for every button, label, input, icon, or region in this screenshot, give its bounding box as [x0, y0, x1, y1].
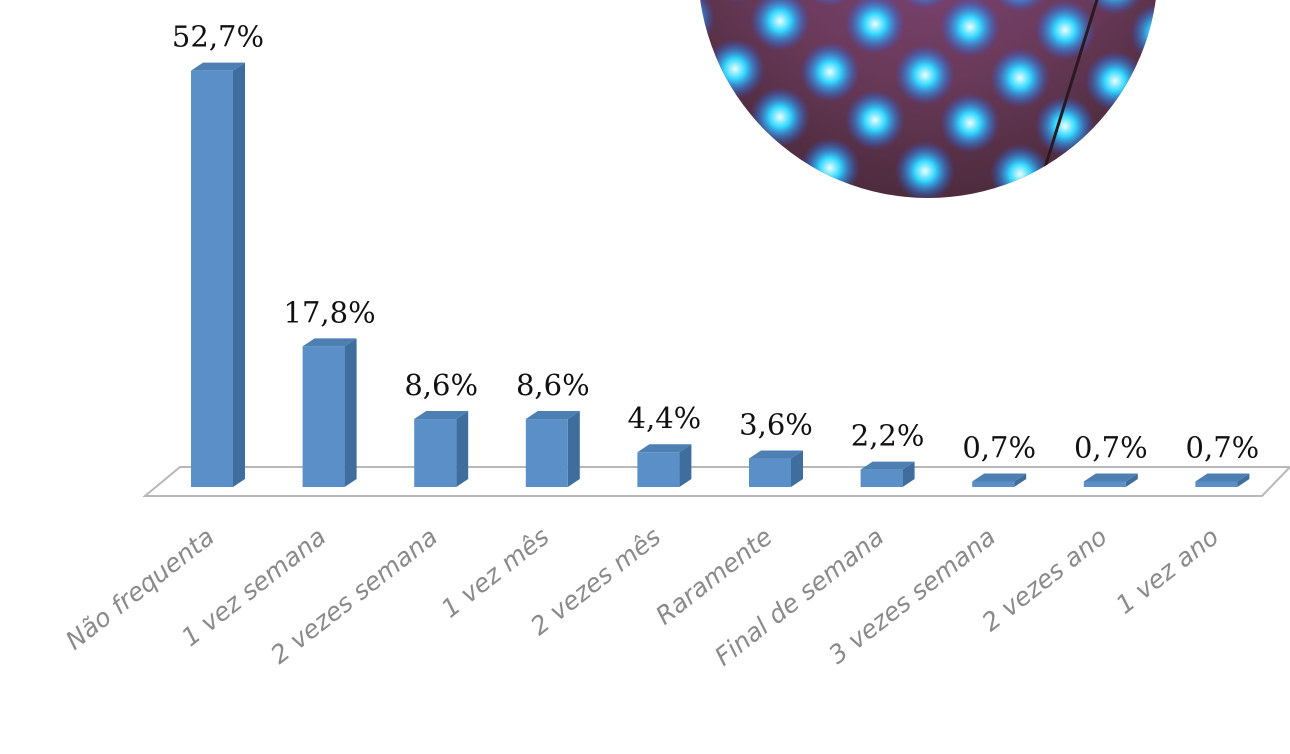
value-label: 3,6%	[739, 408, 813, 442]
bar-side	[233, 62, 245, 488]
value-label: 4,4%	[628, 401, 702, 435]
light-dot	[1225, 6, 1285, 66]
light-dot	[750, 87, 810, 147]
light-dot	[940, 93, 1000, 153]
light-dot	[895, 45, 955, 105]
light-dot	[990, 144, 1050, 198]
light-dot	[940, 0, 1000, 57]
light-dot	[610, 132, 670, 192]
light-dot	[1275, 57, 1290, 117]
value-label: 0,7%	[962, 430, 1036, 464]
light-dot	[750, 0, 810, 51]
bar	[749, 458, 791, 487]
light-dot	[1130, 3, 1158, 63]
x-tick-label: 1 vez ano	[1110, 522, 1224, 620]
value-label: 17,8%	[284, 295, 376, 329]
light-dot	[1225, 102, 1285, 162]
bar	[1083, 481, 1126, 487]
light-dot	[610, 36, 670, 96]
bar	[302, 346, 345, 487]
bar-top	[525, 411, 580, 420]
value-label: 52,7%	[172, 20, 264, 54]
bar	[414, 419, 457, 487]
light-dot	[1035, 0, 1095, 60]
light-dot	[1180, 150, 1240, 210]
light-dot	[1180, 54, 1240, 114]
bar-top	[749, 450, 803, 459]
bar-side	[344, 338, 357, 487]
bar-top	[860, 461, 915, 470]
light-dot	[895, 141, 955, 198]
value-label: 0,7%	[1186, 430, 1260, 464]
bar	[637, 452, 680, 487]
light-dot	[990, 48, 1050, 108]
light-dot	[705, 135, 765, 195]
value-label: 8,6%	[516, 368, 590, 402]
light-dot	[705, 39, 765, 99]
bar-side	[902, 461, 915, 487]
bar	[525, 419, 568, 487]
bar-top	[191, 62, 245, 71]
bar-top	[414, 411, 469, 420]
value-label: 2,2%	[851, 419, 925, 453]
light-dot	[800, 138, 860, 198]
light-dot	[1275, 153, 1290, 213]
decorative-photo	[610, 0, 1290, 213]
bar-top	[1083, 473, 1138, 482]
light-dot	[1180, 0, 1240, 18]
bar-side	[567, 411, 580, 487]
bar	[191, 70, 233, 488]
bar	[972, 481, 1015, 487]
value-label: 8,6%	[404, 368, 478, 402]
light-dot	[1130, 99, 1158, 159]
light-dot	[698, 84, 715, 144]
bar-side	[1014, 473, 1027, 487]
bar-side	[1125, 473, 1138, 487]
bar-top	[302, 338, 357, 347]
value-label: 0,7%	[1074, 430, 1148, 464]
bar-side	[791, 450, 803, 487]
bar-side	[456, 411, 469, 487]
bar-top	[972, 473, 1027, 482]
light-dot	[845, 90, 905, 150]
x-tick-label: 2 vezes ano	[976, 522, 1112, 637]
light-dot	[845, 0, 905, 54]
bar	[1195, 481, 1238, 487]
bar-top	[1195, 473, 1250, 482]
bar-side	[1237, 473, 1250, 487]
light-dot	[1085, 51, 1145, 111]
bar-top	[637, 444, 692, 453]
bar	[860, 469, 903, 487]
light-dot	[800, 42, 860, 102]
light-dot	[1275, 0, 1290, 21]
bar-side	[679, 444, 692, 487]
light-dot	[698, 0, 715, 48]
light-dot	[1085, 147, 1145, 198]
